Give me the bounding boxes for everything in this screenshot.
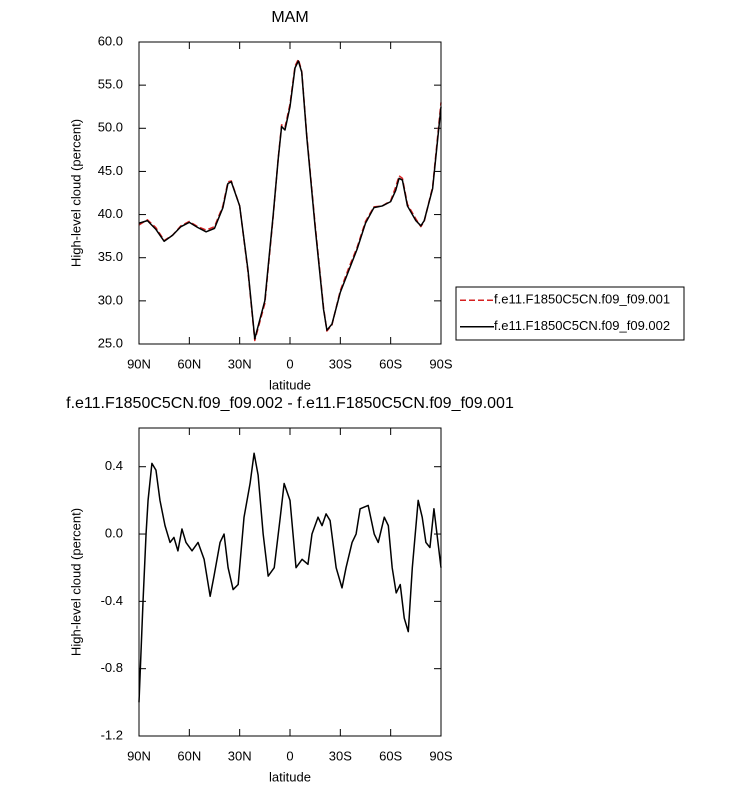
- legend-box: [455, 286, 685, 341]
- x-tick-label: 90S: [429, 356, 452, 371]
- x-tick-label: 30S: [329, 748, 352, 763]
- y-tick-label: 50.0: [98, 120, 123, 135]
- chart-title: f.e11.F1850C5CN.f09_f09.002 - f.e11.F185…: [66, 395, 514, 412]
- y-tick-label: 35.0: [98, 249, 123, 264]
- chart-title: MAM: [271, 9, 308, 26]
- y-tick-label: 30.0: [98, 292, 123, 307]
- x-tick-label: 60N: [177, 356, 201, 371]
- x-tick-label: 60S: [379, 748, 402, 763]
- y-tick-label: 25.0: [98, 335, 123, 350]
- legend-label: f.e11.F1850C5CN.f09_f09.001: [494, 292, 670, 307]
- data-line: [138, 452, 442, 703]
- y-axis-label: High-level cloud (percent): [68, 508, 83, 656]
- data-line: [138, 60, 442, 340]
- y-tick-label: -0.8: [101, 660, 123, 675]
- y-tick-label: 40.0: [98, 206, 123, 221]
- y-tick-label: 0.4: [105, 458, 123, 473]
- y-tick-label: 55.0: [98, 77, 123, 92]
- y-tick-label: 60.0: [98, 33, 123, 48]
- x-axis-label: latitude: [269, 377, 311, 392]
- x-tick-label: 90N: [127, 748, 151, 763]
- plot-frame: [138, 41, 442, 345]
- x-tick-label: 30N: [228, 356, 252, 371]
- legend-label: f.e11.F1850C5CN.f09_f09.002: [494, 318, 670, 333]
- x-tick-label: 0: [286, 356, 293, 371]
- data-line: [138, 58, 442, 342]
- y-tick-label: 0.0: [105, 525, 123, 540]
- x-tick-label: 0: [286, 748, 293, 763]
- x-tick-label: 60S: [379, 356, 402, 371]
- y-tick-label: 45.0: [98, 163, 123, 178]
- x-axis-label: latitude: [269, 769, 311, 784]
- plot-frame: [138, 427, 442, 737]
- x-tick-label: 90S: [429, 748, 452, 763]
- x-tick-label: 30N: [228, 748, 252, 763]
- y-tick-label: -0.4: [101, 593, 123, 608]
- x-tick-label: 90N: [127, 356, 151, 371]
- y-tick-label: -1.2: [101, 727, 123, 742]
- y-axis-label: High-level cloud (percent): [68, 119, 83, 267]
- x-tick-label: 60N: [177, 748, 201, 763]
- x-tick-label: 30S: [329, 356, 352, 371]
